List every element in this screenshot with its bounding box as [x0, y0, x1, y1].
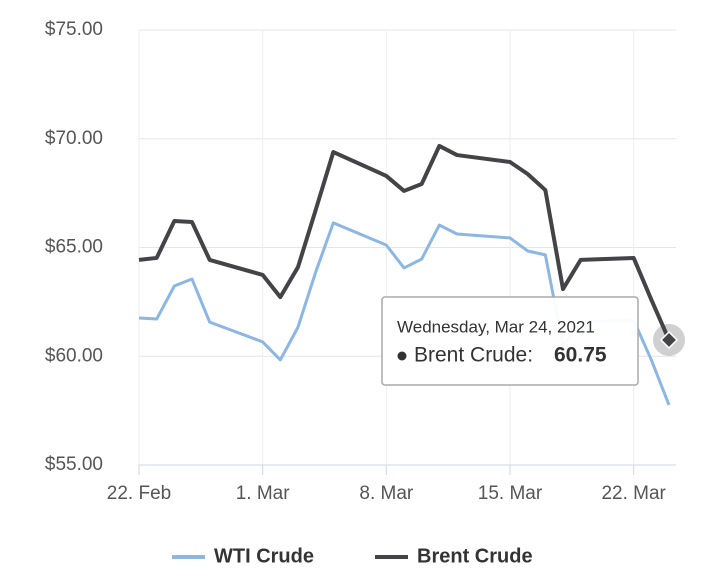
y-tick-label: $70.00 — [45, 128, 103, 149]
legend: WTI Crude Brent Crude — [172, 545, 533, 567]
y-tick-label: $60.00 — [45, 345, 103, 366]
tooltip-bullet — [397, 351, 407, 361]
tooltip-date: Wednesday, Mar 24, 2021 — [397, 317, 595, 336]
legend-label: WTI Crude — [214, 545, 314, 567]
x-tick-label: 15. Mar — [478, 483, 543, 504]
tooltip-value: 60.75 — [554, 344, 607, 367]
grid: $55.00 $60.00 $65.00 $70.00 $75.00 22. Feb 1. … — [45, 19, 676, 504]
tooltip: Wednesday, Mar 24, 2021 Brent Crude: 60.… — [381, 296, 639, 386]
x-tick-label: 22. Feb — [107, 483, 171, 504]
y-tick-label: $75.00 — [45, 19, 103, 40]
legend-label: Brent Crude — [417, 545, 533, 567]
x-tick-label: 22. Mar — [601, 483, 666, 504]
tooltip-box — [381, 296, 639, 386]
x-tick-label: 1. Mar — [236, 483, 291, 504]
x-tick-label: 8. Mar — [359, 483, 414, 504]
tooltip-series: Brent Crude: — [414, 344, 533, 367]
series-line — [138, 143, 671, 341]
hover-marker — [659, 330, 679, 349]
y-tick-label: $65.00 — [45, 237, 103, 258]
y-tick-label: $55.00 — [45, 454, 103, 475]
